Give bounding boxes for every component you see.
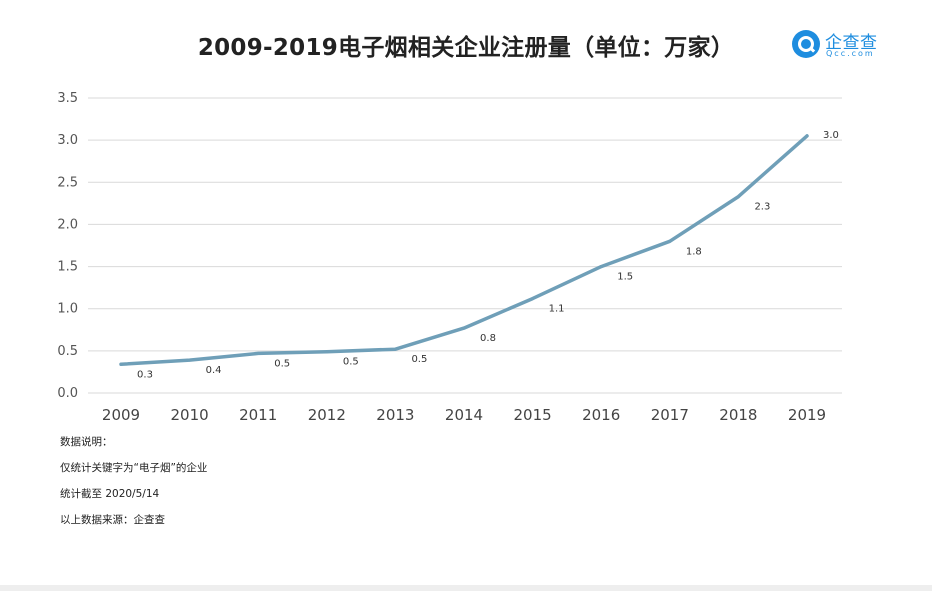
data-point — [805, 134, 809, 138]
data-point — [119, 362, 123, 366]
x-tick-label: 2015 — [514, 406, 552, 424]
data-point — [188, 358, 192, 362]
data-label: 0.8 — [480, 333, 496, 344]
data-label: 2.3 — [754, 202, 770, 213]
data-notes: 数据说明： 仅统计关键字为“电子烟”的企业 统计截至 2020/5/14 以上数… — [60, 436, 207, 540]
note-source: 以上数据来源：企查查 — [60, 514, 165, 526]
x-tick-label: 2012 — [308, 406, 346, 424]
y-tick-label: 2.0 — [57, 217, 78, 232]
y-tick-label: 1.0 — [57, 302, 78, 317]
data-point — [531, 297, 535, 301]
data-label: 1.8 — [686, 246, 702, 257]
note-cutoff-date: 统计截至 2020/5/14 — [60, 488, 160, 500]
y-tick-label: 0.5 — [57, 344, 78, 359]
data-label: 1.1 — [549, 304, 565, 315]
series-line — [119, 134, 809, 367]
data-label: 0.5 — [274, 358, 290, 369]
x-tick-label: 2017 — [651, 406, 689, 424]
note-keyword: 仅统计关键字为“电子烟”的企业 — [60, 462, 208, 474]
data-point — [393, 347, 397, 351]
data-label: 1.5 — [617, 272, 633, 283]
x-tick-label: 2019 — [788, 406, 826, 424]
data-label: 0.4 — [206, 365, 222, 376]
data-point — [256, 351, 260, 355]
note-heading: 数据说明： — [60, 436, 113, 448]
x-tick-label: 2011 — [239, 406, 277, 424]
y-tick-label: 0.0 — [57, 386, 78, 401]
y-tick-label: 3.5 — [57, 91, 78, 106]
y-tick-label: 1.5 — [57, 260, 78, 275]
data-point — [736, 195, 740, 199]
data-point — [325, 350, 329, 354]
data-label: 0.3 — [137, 369, 153, 380]
data-label: 3.0 — [823, 130, 839, 141]
x-tick-label: 2009 — [102, 406, 140, 424]
magnifier-icon — [792, 30, 820, 58]
line-chart: 0.0 0.5 1.0 1.5 2.0 2.5 3.0 3.5 2009 2010 2011 2012… — [57, 91, 842, 424]
logo-domain: Qcc.com — [826, 49, 875, 58]
x-tick-label: 2013 — [376, 406, 414, 424]
data-point — [462, 326, 466, 330]
x-tick-label: 2016 — [582, 406, 620, 424]
data-point — [668, 239, 672, 243]
x-tick-label: 2014 — [445, 406, 483, 424]
x-tick-label: 2010 — [171, 406, 209, 424]
y-tick-label: 3.0 — [57, 133, 78, 148]
chart-title: 2009-2019电子烟相关企业注册量（单位：万家） — [197, 35, 735, 61]
x-tick-label: 2018 — [719, 406, 757, 424]
logo-name: 企查查 — [825, 33, 878, 53]
y-tick-label: 2.5 — [57, 175, 78, 190]
bottom-band — [0, 585, 932, 591]
data-label: 0.5 — [411, 354, 427, 365]
data-label: 0.5 — [343, 357, 359, 368]
qcc-logo: 企查查 Qcc.com — [792, 30, 902, 64]
data-point — [599, 265, 603, 269]
